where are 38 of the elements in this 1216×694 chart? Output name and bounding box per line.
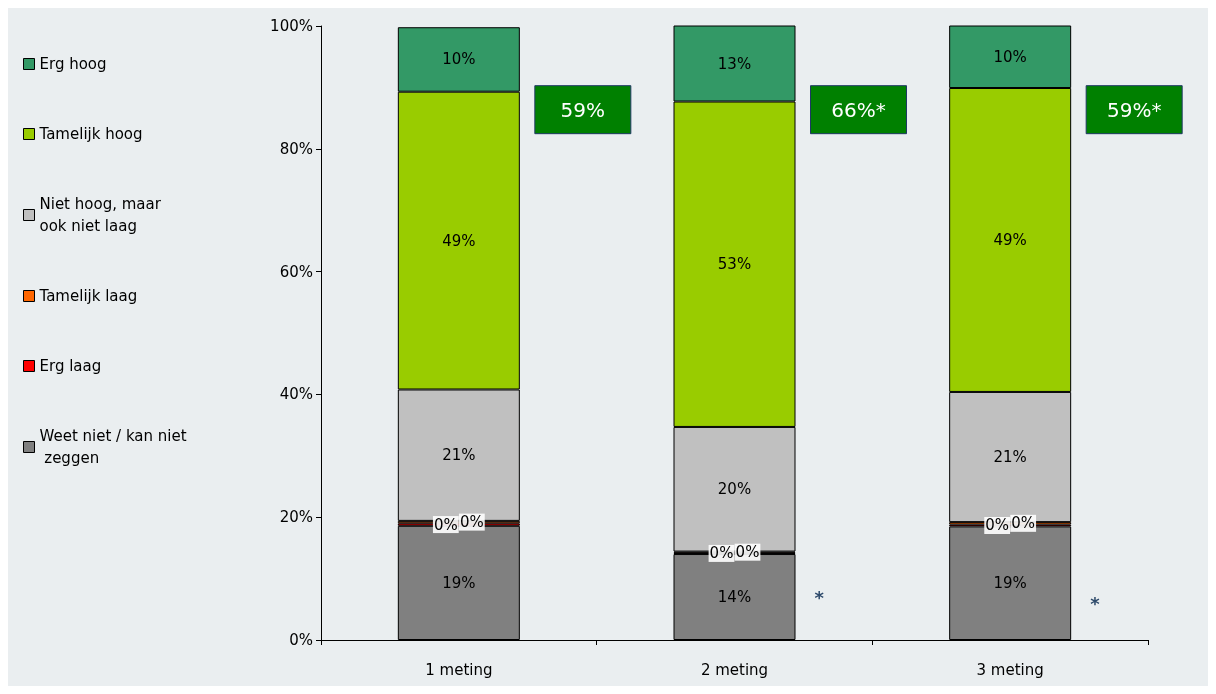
x-tick-label: 1 meting xyxy=(425,660,493,679)
legend-label: Tamelijk hoog xyxy=(38,125,143,143)
data-label: 21% xyxy=(442,446,476,465)
y-tick-label: 40% xyxy=(279,385,313,404)
annotation: * xyxy=(814,586,825,608)
data-label: 49% xyxy=(993,230,1027,249)
data-label: 13% xyxy=(717,54,752,73)
x-tick-label: 2 meting xyxy=(700,660,769,679)
data-label: 0% xyxy=(985,516,1010,535)
data-label: 0% xyxy=(459,513,484,532)
annotation: 59%* xyxy=(1106,97,1162,122)
data-label: 10% xyxy=(442,50,476,69)
data-label: 0% xyxy=(735,543,760,562)
y-tick-label: 80% xyxy=(279,139,313,158)
data-label: 0% xyxy=(433,515,458,534)
data-label: 0% xyxy=(709,544,734,563)
data-label: 0% xyxy=(1011,514,1036,533)
legend-label: Erg laag xyxy=(39,357,102,375)
legend-label: Tamelijk laag xyxy=(38,287,138,305)
data-label: 21% xyxy=(993,448,1027,467)
x-tick-label: 3 meting xyxy=(976,660,1044,679)
data-label: 19% xyxy=(442,573,476,592)
data-label: 19% xyxy=(993,574,1027,593)
y-tick-label: 20% xyxy=(279,508,313,527)
data-label: 49% xyxy=(442,231,476,250)
data-label: 14% xyxy=(717,588,752,607)
annotation: * xyxy=(1090,592,1101,614)
data-label: 53% xyxy=(717,255,752,274)
y-tick-label: 100% xyxy=(270,17,313,35)
legend-label: Niet hoog, maar ook niet laag xyxy=(39,195,166,235)
data-label: 10% xyxy=(993,47,1027,66)
y-tick-label: 0% xyxy=(289,631,313,649)
annotation: 66%* xyxy=(831,97,886,122)
data-label: 20% xyxy=(717,480,752,499)
y-tick-label: 60% xyxy=(279,262,313,281)
annotation: 59% xyxy=(560,97,606,122)
legend-label: Weet niet / kan niet zeggen xyxy=(39,427,187,467)
legend-label: Erg hoog xyxy=(39,55,107,73)
